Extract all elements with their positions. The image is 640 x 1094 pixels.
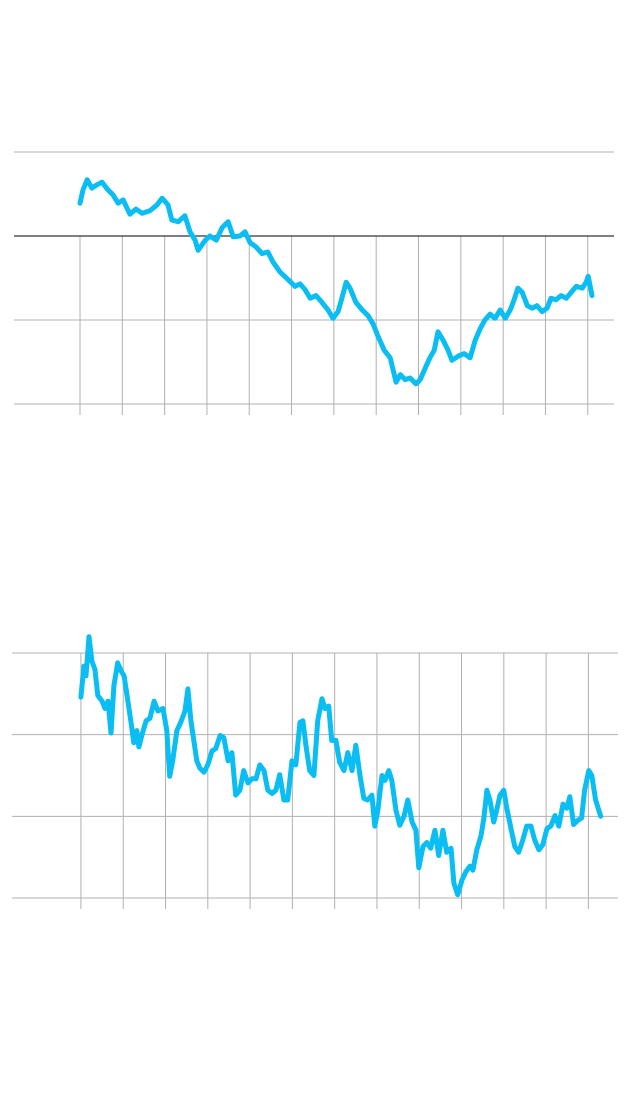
data-line — [78, 634, 604, 898]
data-line — [77, 177, 595, 387]
chart — [12, 634, 618, 909]
chart — [14, 151, 614, 415]
